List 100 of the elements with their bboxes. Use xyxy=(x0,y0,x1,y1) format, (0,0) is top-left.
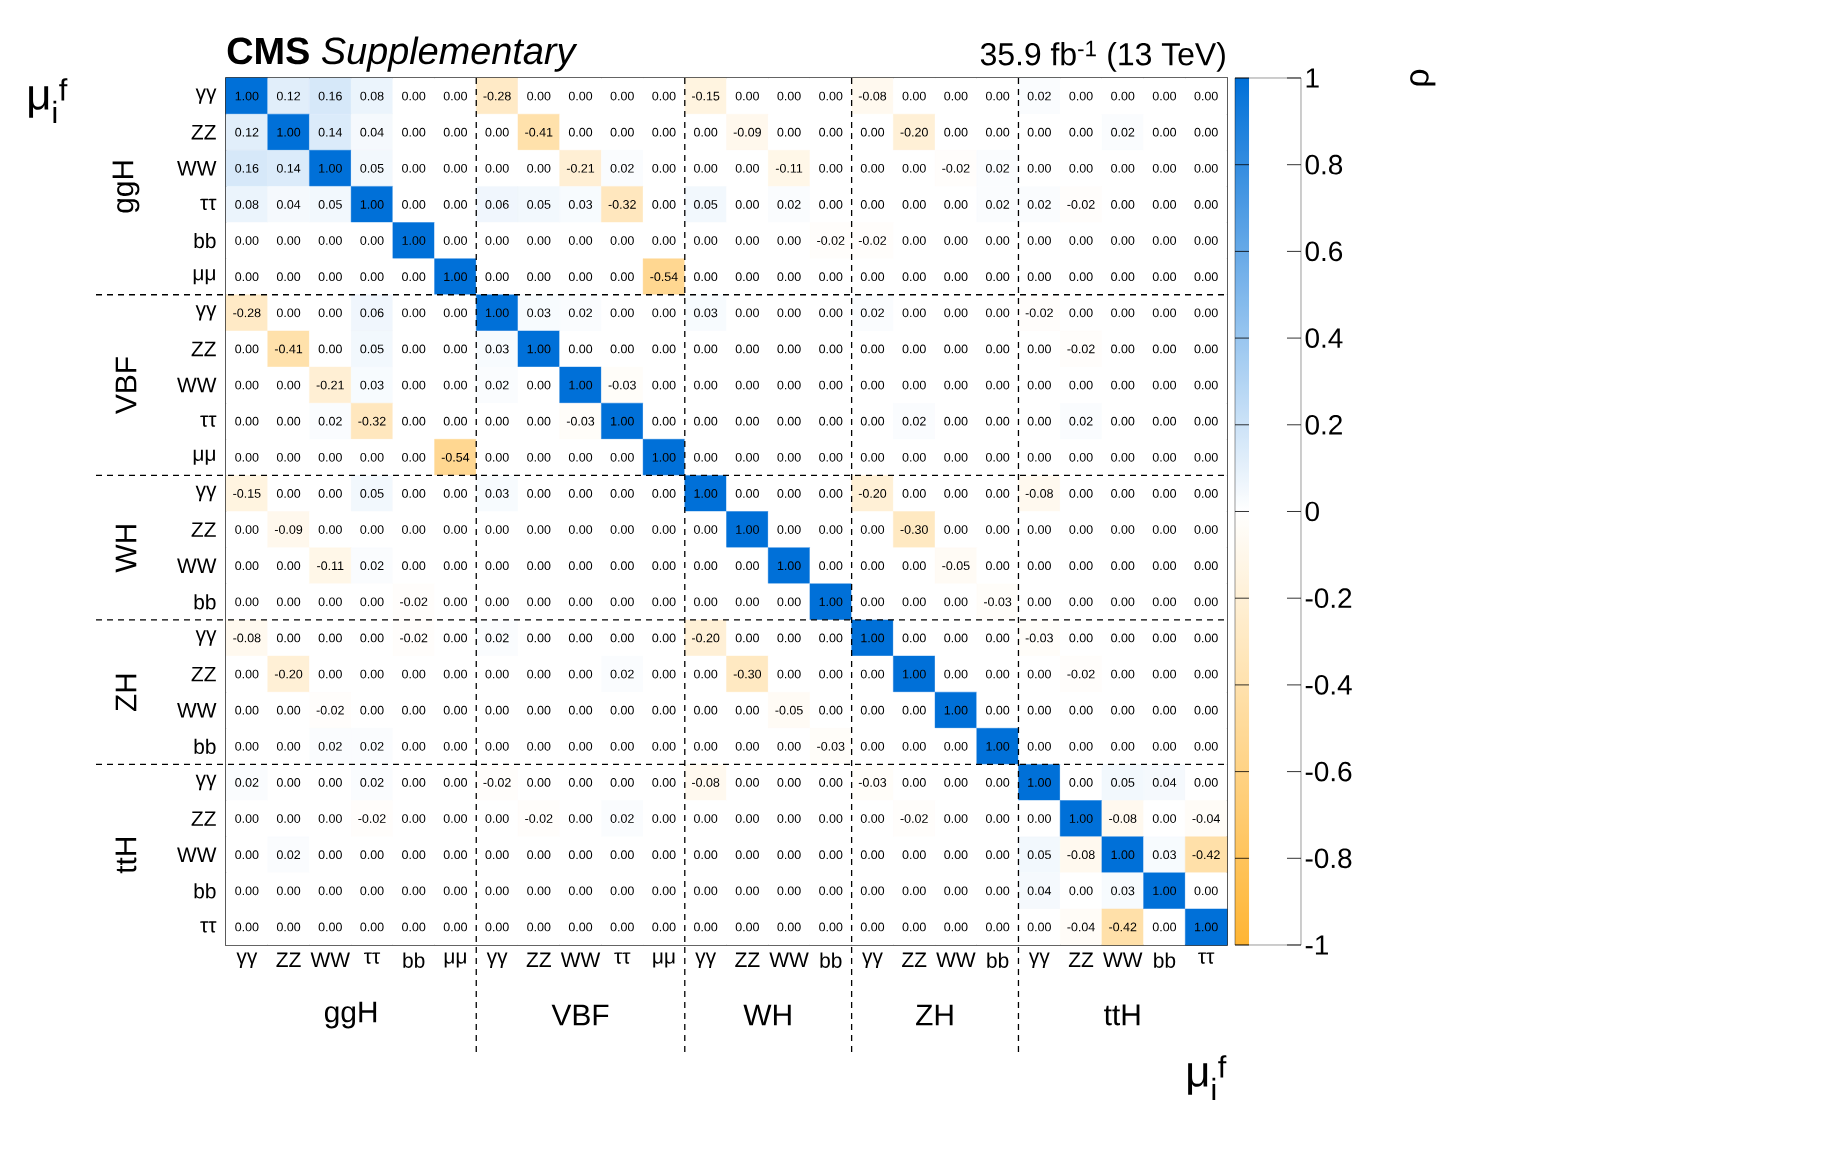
data-label: 0.00 xyxy=(318,669,342,679)
y-tick-label: γγ xyxy=(195,630,217,646)
data-label: 0.00 xyxy=(610,127,634,137)
data-label: 0.05 xyxy=(1111,778,1135,787)
data-label: 0.00 xyxy=(443,922,468,932)
data-label: 0.00 xyxy=(1027,597,1051,607)
chart-title: CMS Supplementary xyxy=(227,36,578,72)
data-label: 0.00 xyxy=(735,308,759,318)
data-label: 0.00 xyxy=(944,633,968,643)
data-label: 0.00 xyxy=(610,308,634,318)
data-label: 0.00 xyxy=(902,272,926,282)
data-label: 0.00 xyxy=(485,741,509,751)
x-tick-label: μμ xyxy=(653,952,675,968)
data-label: 0.00 xyxy=(777,308,801,318)
data-label: 0.00 xyxy=(902,344,926,354)
data-label: 0.00 xyxy=(443,886,468,896)
data-label: 0.00 xyxy=(360,886,384,896)
data-label: 0.02 xyxy=(485,380,509,390)
data-label: 0.00 xyxy=(610,344,634,354)
data-label: -0.20 xyxy=(692,633,720,643)
data-label: 0.00 xyxy=(735,850,759,860)
data-label: 0.00 xyxy=(235,705,259,715)
data-label: 0.00 xyxy=(235,344,259,354)
data-label: 0.00 xyxy=(402,308,426,318)
data-label: 0.08 xyxy=(235,200,259,209)
data-label: 0.00 xyxy=(735,236,759,245)
data-label: 0.00 xyxy=(402,669,426,679)
data-label: 0.00 xyxy=(944,489,968,498)
data-label: 0.00 xyxy=(1069,452,1093,462)
x-tick-label: γγ xyxy=(486,952,508,968)
data-label: 0.00 xyxy=(443,669,468,679)
x-tick-label: ττ xyxy=(1198,952,1215,964)
data-label: -0.15 xyxy=(692,91,720,101)
data-label: 0.00 xyxy=(735,272,759,282)
data-label: 0.00 xyxy=(568,886,593,896)
data-label: -0.02 xyxy=(316,705,344,715)
x-tick-label: bb xyxy=(1154,952,1176,968)
data-label: -0.30 xyxy=(900,525,928,534)
data-label: 0.00 xyxy=(1152,200,1177,209)
data-label: 0.00 xyxy=(985,850,1010,860)
data-label: 0.00 xyxy=(694,705,718,715)
data-label: 0.00 xyxy=(1152,922,1177,932)
data-label: -0.05 xyxy=(775,705,803,715)
data-label: 0.00 xyxy=(1027,416,1051,426)
data-label: 0.00 xyxy=(610,561,634,571)
data-label: 0.00 xyxy=(735,91,759,101)
data-label: 0.00 xyxy=(1194,489,1218,498)
data-label: 0.00 xyxy=(443,597,468,607)
data-label: 0.00 xyxy=(1194,236,1218,245)
data-label: 0.00 xyxy=(610,597,634,607)
data-label: 0.00 xyxy=(360,452,384,462)
data-label: 0.03 xyxy=(568,200,593,209)
x-tick-label: γγ xyxy=(862,952,883,968)
data-label: 0.00 xyxy=(1194,705,1218,715)
y-tick-label: ZZ xyxy=(191,125,216,140)
data-label: 0.00 xyxy=(1069,525,1093,534)
data-label: 0.00 xyxy=(694,452,718,462)
data-label: 0.12 xyxy=(235,127,259,137)
data-label: 0.00 xyxy=(1069,633,1093,643)
data-label: 0.04 xyxy=(1152,778,1177,787)
data-label: -0.42 xyxy=(1192,850,1220,860)
data-label: -0.11 xyxy=(775,163,803,173)
x-tick-label: bb xyxy=(403,952,425,968)
data-label: 0.03 xyxy=(360,380,384,390)
data-label: 1.00 xyxy=(986,741,1010,751)
data-label: 0.00 xyxy=(860,922,885,932)
data-label: 0.00 xyxy=(944,91,968,101)
data-label: 0.00 xyxy=(985,525,1010,534)
y-axis-title: μ$_{i}$f xyxy=(29,78,68,124)
data-label: 0.00 xyxy=(1194,452,1218,462)
data-label: -0.08 xyxy=(858,91,887,101)
data-label: 0.00 xyxy=(402,741,426,751)
data-label: 0.00 xyxy=(610,741,634,751)
data-label: 0.00 xyxy=(902,922,926,932)
data-label: 0.00 xyxy=(860,597,885,607)
data-label: 0.00 xyxy=(1111,741,1135,751)
data-label: -0.02 xyxy=(483,778,511,787)
data-label: 0.00 xyxy=(1027,705,1051,715)
data-label: 0.00 xyxy=(1027,741,1051,751)
data-label: 1.00 xyxy=(485,308,509,318)
data-label: 0.03 xyxy=(527,308,551,318)
data-label: 0.00 xyxy=(443,741,468,751)
data-label: 0.00 xyxy=(735,886,759,896)
data-label: 0.00 xyxy=(694,669,718,679)
data-label: 0.00 xyxy=(1194,200,1218,209)
data-label: 0.00 xyxy=(1069,778,1093,787)
data-label: 0.00 xyxy=(568,91,593,101)
data-label: 0.16 xyxy=(318,91,342,101)
data-label: 0.00 xyxy=(819,163,843,173)
data-label: 0.00 xyxy=(610,452,634,462)
data-label: 0.00 xyxy=(443,633,468,643)
data-label: 0.00 xyxy=(1152,163,1177,173)
y-tick-label: γγ xyxy=(195,88,217,104)
data-label: 0.00 xyxy=(819,561,843,571)
data-label: 0.14 xyxy=(276,163,301,173)
data-label: 0.00 xyxy=(568,489,593,498)
data-label: 0.00 xyxy=(777,236,801,245)
data-label: 0.00 xyxy=(944,669,968,679)
data-label: 0.00 xyxy=(235,380,259,390)
data-label: 0.00 xyxy=(985,778,1010,787)
